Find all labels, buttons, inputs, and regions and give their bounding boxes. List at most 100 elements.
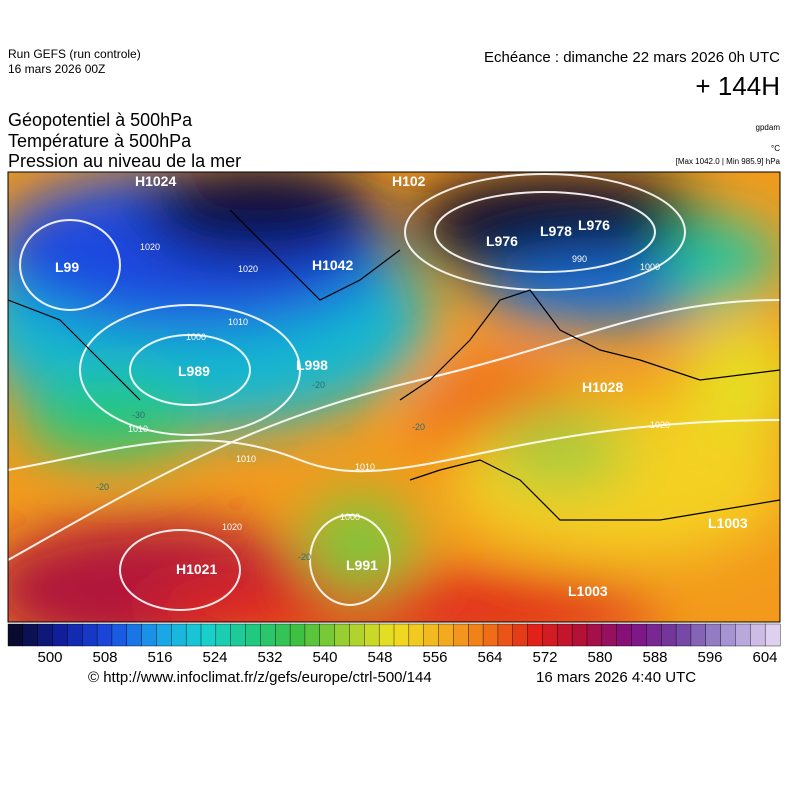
colorbar-tick-label: 604 [752, 649, 777, 666]
run-date: 16 mars 2026 00Z [8, 62, 105, 76]
colorbar-swatch [512, 623, 529, 647]
map-label: -20 [96, 482, 109, 492]
colorbar-swatch [349, 623, 365, 647]
colorbar-swatch [185, 623, 202, 647]
colorbar-swatch [720, 623, 736, 647]
colorbar-swatch [37, 623, 54, 647]
colorbar-swatch [438, 623, 454, 647]
colorbar-swatch [82, 623, 98, 647]
colorbar-swatch [319, 623, 336, 647]
colorbar-swatch [423, 623, 440, 647]
map-label: 1010 [128, 424, 148, 434]
colorbar-swatch [616, 623, 633, 647]
map-label: -30 [132, 410, 145, 420]
unit: °C [771, 144, 780, 153]
colorbar-swatch [111, 623, 128, 647]
map: H1024 H102 L99 H1042 L989 L998 L976 L978 L976 H10… [8, 172, 780, 622]
colorbar-swatch [631, 623, 647, 647]
colorbar-swatch [557, 623, 573, 647]
map-label: 1020 [140, 242, 160, 252]
map-label: L998 [296, 357, 328, 373]
map-label: H102 [392, 173, 426, 189]
map-label: -20 [298, 552, 311, 562]
colorbar-tick-label: 580 [587, 649, 612, 666]
colorbar-swatch [646, 623, 662, 647]
colorbar-swatch [586, 623, 603, 647]
colorbar-swatch [735, 623, 751, 647]
colorbar: 500 508 516 524 532 540 548 556 564 572 580 588 596 6… [7, 623, 781, 666]
colorbar-swatch [334, 623, 350, 647]
colorbar-tick-label: 596 [697, 649, 722, 666]
colorbar-swatch [171, 623, 187, 647]
map-label: H1021 [176, 561, 217, 577]
colorbar-swatch [200, 623, 217, 647]
map-frame [7, 171, 781, 623]
colorbar-tick-label: 508 [92, 649, 117, 666]
unit: gpdam [756, 123, 781, 132]
colorbar-tick-label: 524 [202, 649, 227, 666]
map-label: 1020 [650, 420, 670, 430]
map-label: L976 [486, 233, 518, 249]
map-label: L991 [346, 557, 378, 573]
colorbar-swatch [408, 623, 425, 647]
colorbar-tick-label: 532 [257, 649, 282, 666]
colorbar-swatch [215, 623, 232, 647]
issue-time: 16 mars 2026 4:40 UTC [536, 669, 696, 686]
colorbar-swatch [482, 623, 499, 647]
colorbar-swatch [453, 623, 469, 647]
map-label: 1010 [355, 462, 375, 472]
map-label: L989 [178, 363, 210, 379]
colorbar-swatch [364, 623, 380, 647]
title: Température à 500hPa [8, 131, 192, 151]
map-label: 1020 [238, 264, 258, 274]
colorbar-swatch [393, 623, 410, 647]
colorbar-swatch [126, 623, 143, 647]
map-label: L1003 [568, 583, 608, 599]
colorbar-swatch [764, 623, 781, 647]
colorbar-swatch [378, 623, 395, 647]
colorbar-tick-label: 500 [37, 649, 62, 666]
colorbar-swatch [96, 623, 113, 647]
colorbar-swatch [230, 623, 247, 647]
map-label: -20 [412, 422, 425, 432]
colorbar-swatch [260, 623, 276, 647]
colorbar-tick-label: 572 [532, 649, 557, 666]
colorbar-swatch [750, 623, 766, 647]
lead-time: + 144H [695, 71, 780, 101]
colorbar-swatch [690, 623, 707, 647]
colorbar-tick-label: 564 [477, 649, 502, 666]
map-label: H1028 [582, 379, 623, 395]
colorbar-tick-label: 516 [147, 649, 172, 666]
colorbar-swatch [601, 623, 618, 647]
echeance: Echéance : dimanche 22 mars 2026 0h UTC [484, 49, 780, 66]
source-url: © http://www.infoclimat.fr/z/gefs/europe… [88, 669, 432, 686]
colorbar-swatch [661, 623, 677, 647]
map-label: L99 [55, 259, 79, 275]
colorbar-swatch [52, 623, 68, 647]
colorbar-swatch [289, 623, 306, 647]
colorbar-swatch [22, 623, 39, 647]
colorbar-swatch [67, 623, 83, 647]
colorbar-swatch [304, 623, 321, 647]
map-label: 1010 [236, 454, 256, 464]
colorbar-swatch [705, 623, 722, 647]
colorbar-swatch [527, 623, 543, 647]
map-label: L978 [540, 223, 572, 239]
colorbar-swatch [675, 623, 692, 647]
colorbar-swatch [156, 623, 172, 647]
colorbar-swatch [7, 623, 24, 647]
unit: [Max 1042.0 | Min 985.9] hPa [676, 157, 781, 166]
map-label: -20 [312, 380, 325, 390]
colorbar-tick-label: 588 [642, 649, 667, 666]
map-label: L1003 [708, 515, 748, 531]
colorbar-tick-label: 548 [367, 649, 392, 666]
colorbar-swatch [542, 623, 558, 647]
map-label: 1010 [228, 317, 248, 327]
colorbar-swatch [468, 623, 484, 647]
colorbar-swatch [275, 623, 291, 647]
colorbar-tick-label: 540 [312, 649, 337, 666]
colorbar-swatch [245, 623, 261, 647]
map-label: 1000 [186, 332, 206, 342]
run: Run GEFS (run controle) [8, 47, 141, 61]
